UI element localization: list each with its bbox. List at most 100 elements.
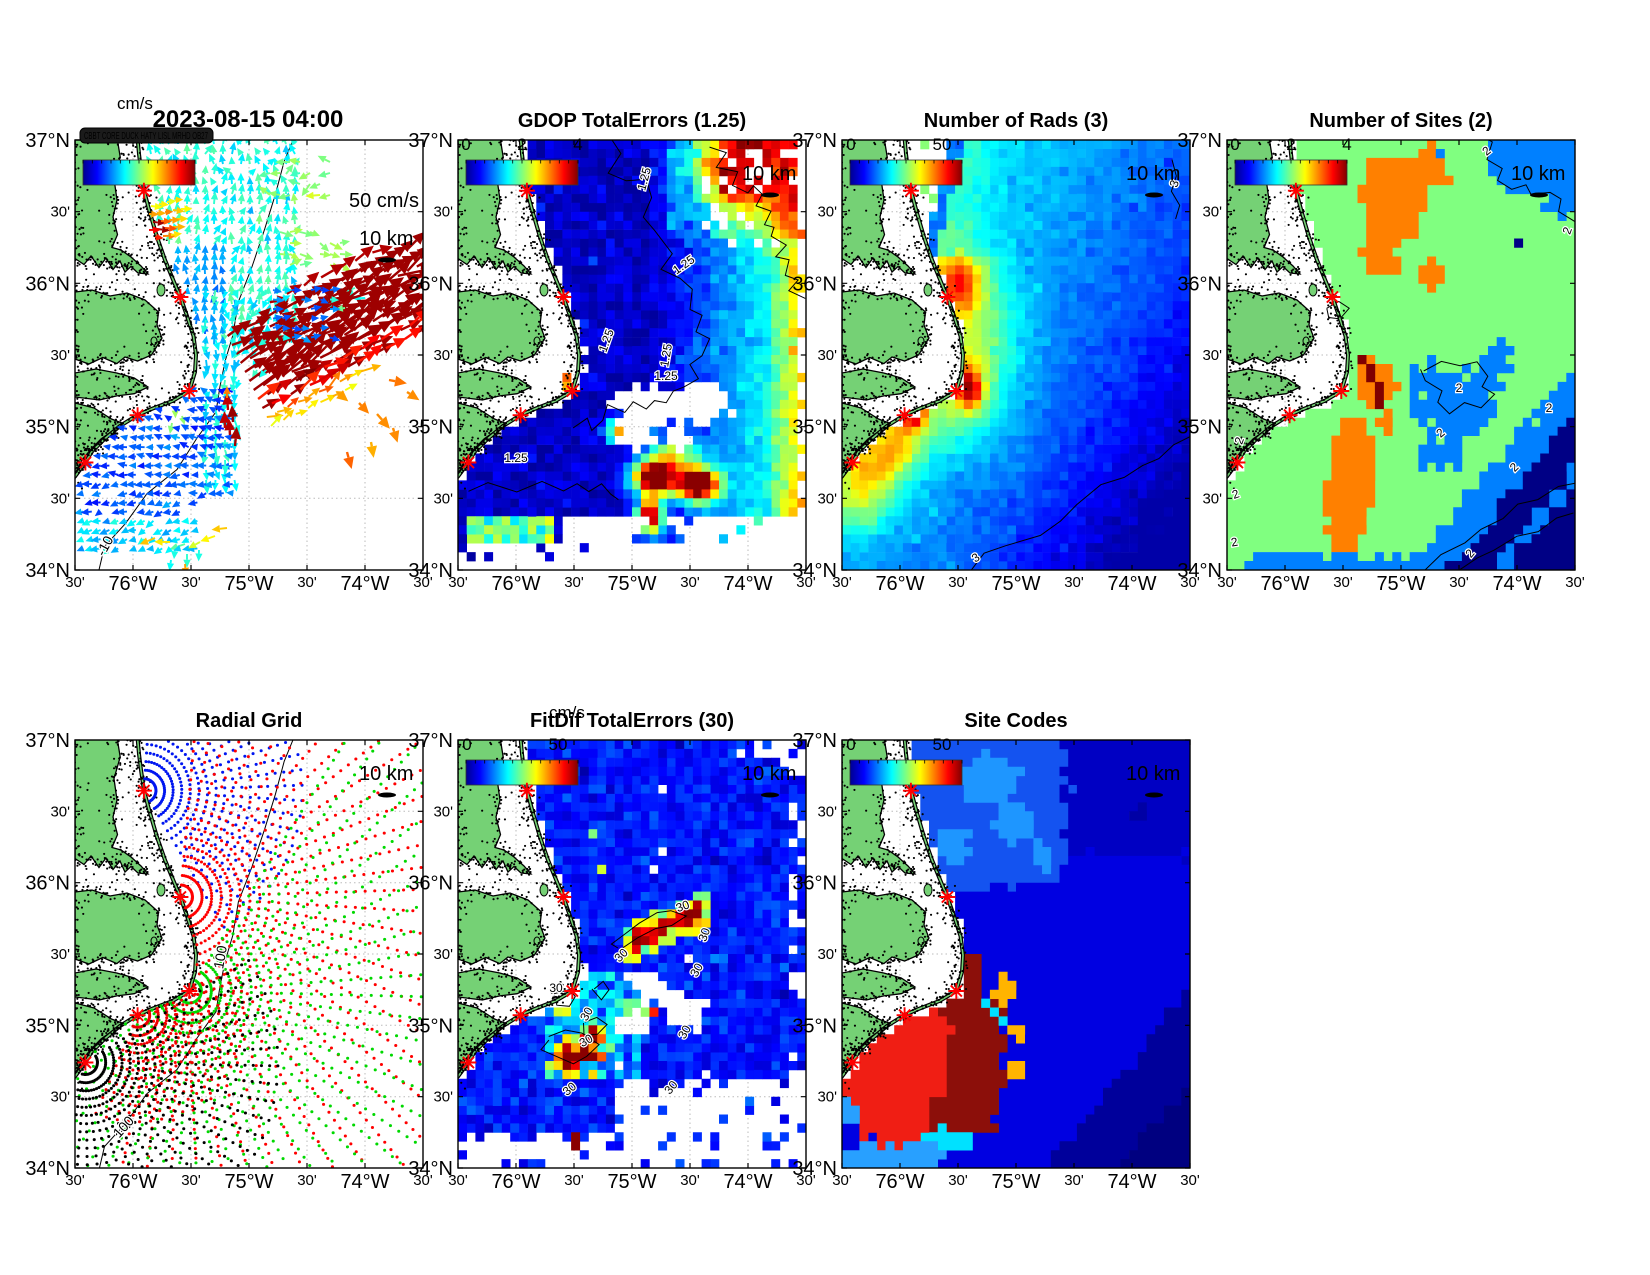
svg-text:1.25: 1.25 (504, 451, 528, 465)
svg-text:30': 30' (817, 490, 837, 507)
svg-text:30': 30' (433, 1089, 453, 1106)
svg-text:30': 30' (1064, 574, 1084, 591)
svg-text:37°N: 37°N (792, 130, 837, 152)
svg-text:36°N: 36°N (792, 873, 837, 895)
svg-text:36°N: 36°N (25, 873, 70, 895)
svg-text:75°W: 75°W (1376, 573, 1425, 595)
svg-text:34°N: 34°N (792, 560, 837, 582)
svg-text:36°N: 36°N (408, 273, 453, 295)
svg-text:30': 30' (50, 803, 70, 820)
svg-text:30': 30' (50, 347, 70, 364)
svg-text:30': 30' (1565, 574, 1585, 591)
svg-text:74°W: 74°W (1492, 573, 1541, 595)
svg-text:CBBT CORE DUCK HATY LISL MRHD: CBBT CORE DUCK HATY LISL MRHD OB27 (84, 130, 208, 142)
svg-text:30': 30' (832, 574, 852, 591)
svg-text:4: 4 (1342, 135, 1351, 154)
svg-text:34°N: 34°N (25, 1158, 70, 1180)
svg-text:30': 30' (1180, 1172, 1200, 1189)
svg-text:76°W: 76°W (875, 1171, 924, 1193)
svg-text:30': 30' (448, 574, 468, 591)
svg-text:Number of Sites (2): Number of Sites (2) (1309, 110, 1492, 132)
svg-text:30': 30' (817, 946, 837, 963)
svg-text:76°W: 76°W (491, 1171, 540, 1193)
svg-text:cm/s: cm/s (549, 703, 585, 722)
svg-text:30': 30' (50, 946, 70, 963)
svg-text:30': 30' (680, 574, 700, 591)
svg-text:GDOP TotalErrors (1.25): GDOP TotalErrors (1.25) (518, 110, 746, 132)
svg-text:30': 30' (50, 204, 70, 221)
svg-text:30': 30' (817, 803, 837, 820)
svg-text:0: 0 (1230, 135, 1239, 154)
svg-text:30': 30' (948, 1172, 968, 1189)
svg-text:2: 2 (1230, 535, 1239, 550)
svg-text:cm/s: cm/s (117, 94, 153, 113)
svg-text:30': 30' (50, 490, 70, 507)
svg-text:37°N: 37°N (25, 730, 70, 752)
svg-text:35°N: 35°N (408, 417, 453, 439)
svg-text:76°W: 76°W (108, 1171, 157, 1193)
svg-text:1.25: 1.25 (654, 369, 678, 383)
svg-text:50: 50 (933, 735, 952, 754)
svg-text:30': 30' (433, 803, 453, 820)
svg-text:10 km: 10 km (1126, 163, 1180, 185)
svg-text:35°N: 35°N (1177, 417, 1222, 439)
svg-text:30: 30 (674, 897, 692, 915)
svg-text:30': 30' (433, 204, 453, 221)
svg-text:10 km: 10 km (742, 763, 796, 785)
svg-text:34°N: 34°N (1177, 560, 1222, 582)
svg-text:30': 30' (181, 1172, 201, 1189)
svg-text:50 cm/s: 50 cm/s (349, 190, 419, 212)
svg-text:75°W: 75°W (224, 573, 273, 595)
svg-text:10 km: 10 km (1511, 163, 1565, 185)
svg-text:10 km: 10 km (742, 163, 796, 185)
svg-text:0: 0 (846, 735, 855, 754)
svg-text:76°W: 76°W (875, 573, 924, 595)
svg-text:30': 30' (564, 1172, 584, 1189)
svg-text:30': 30' (65, 574, 85, 591)
svg-text:1.25: 1.25 (657, 342, 675, 368)
svg-text:30': 30' (1180, 574, 1200, 591)
svg-text:30': 30' (948, 574, 968, 591)
svg-text:35°N: 35°N (792, 417, 837, 439)
svg-text:Number of Rads (3): Number of Rads (3) (924, 110, 1108, 132)
svg-text:36°N: 36°N (408, 873, 453, 895)
svg-text:37°N: 37°N (408, 130, 453, 152)
svg-text:10 km: 10 km (359, 763, 413, 785)
svg-text:75°W: 75°W (991, 573, 1040, 595)
svg-text:2: 2 (1286, 135, 1295, 154)
svg-text:30': 30' (1202, 490, 1222, 507)
svg-text:Site Codes: Site Codes (964, 710, 1067, 732)
svg-text:2: 2 (1456, 381, 1463, 395)
svg-text:30': 30' (832, 1172, 852, 1189)
svg-text:FitDif TotalErrors (30): FitDif TotalErrors (30) (530, 710, 734, 732)
svg-text:30': 30' (564, 574, 584, 591)
svg-text:30': 30' (1449, 574, 1469, 591)
svg-text:30': 30' (65, 1172, 85, 1189)
svg-text:30': 30' (433, 347, 453, 364)
svg-text:4: 4 (573, 135, 582, 154)
svg-text:30': 30' (297, 574, 317, 591)
svg-text:30': 30' (1064, 1172, 1084, 1189)
svg-text:74°W: 74°W (1107, 1171, 1156, 1193)
svg-text:30: 30 (695, 926, 713, 944)
svg-text:30': 30' (680, 1172, 700, 1189)
svg-text:10 km: 10 km (359, 228, 413, 250)
svg-text:36°N: 36°N (792, 273, 837, 295)
svg-text:37°N: 37°N (408, 730, 453, 752)
svg-text:35°N: 35°N (792, 1015, 837, 1037)
svg-text:74°W: 74°W (723, 573, 772, 595)
svg-text:30': 30' (297, 1172, 317, 1189)
svg-text:75°W: 75°W (991, 1171, 1040, 1193)
svg-text:0: 0 (846, 135, 855, 154)
svg-text:30': 30' (181, 574, 201, 591)
svg-text:36°N: 36°N (25, 273, 70, 295)
svg-text:30': 30' (50, 1089, 70, 1106)
svg-text:76°W: 76°W (491, 573, 540, 595)
svg-text:36°N: 36°N (1177, 273, 1222, 295)
svg-text:37°N: 37°N (25, 130, 70, 152)
svg-text:2: 2 (517, 135, 526, 154)
svg-text:74°W: 74°W (723, 1171, 772, 1193)
svg-text:30': 30' (433, 490, 453, 507)
svg-text:74°W: 74°W (340, 1171, 389, 1193)
svg-text:30': 30' (1202, 204, 1222, 221)
